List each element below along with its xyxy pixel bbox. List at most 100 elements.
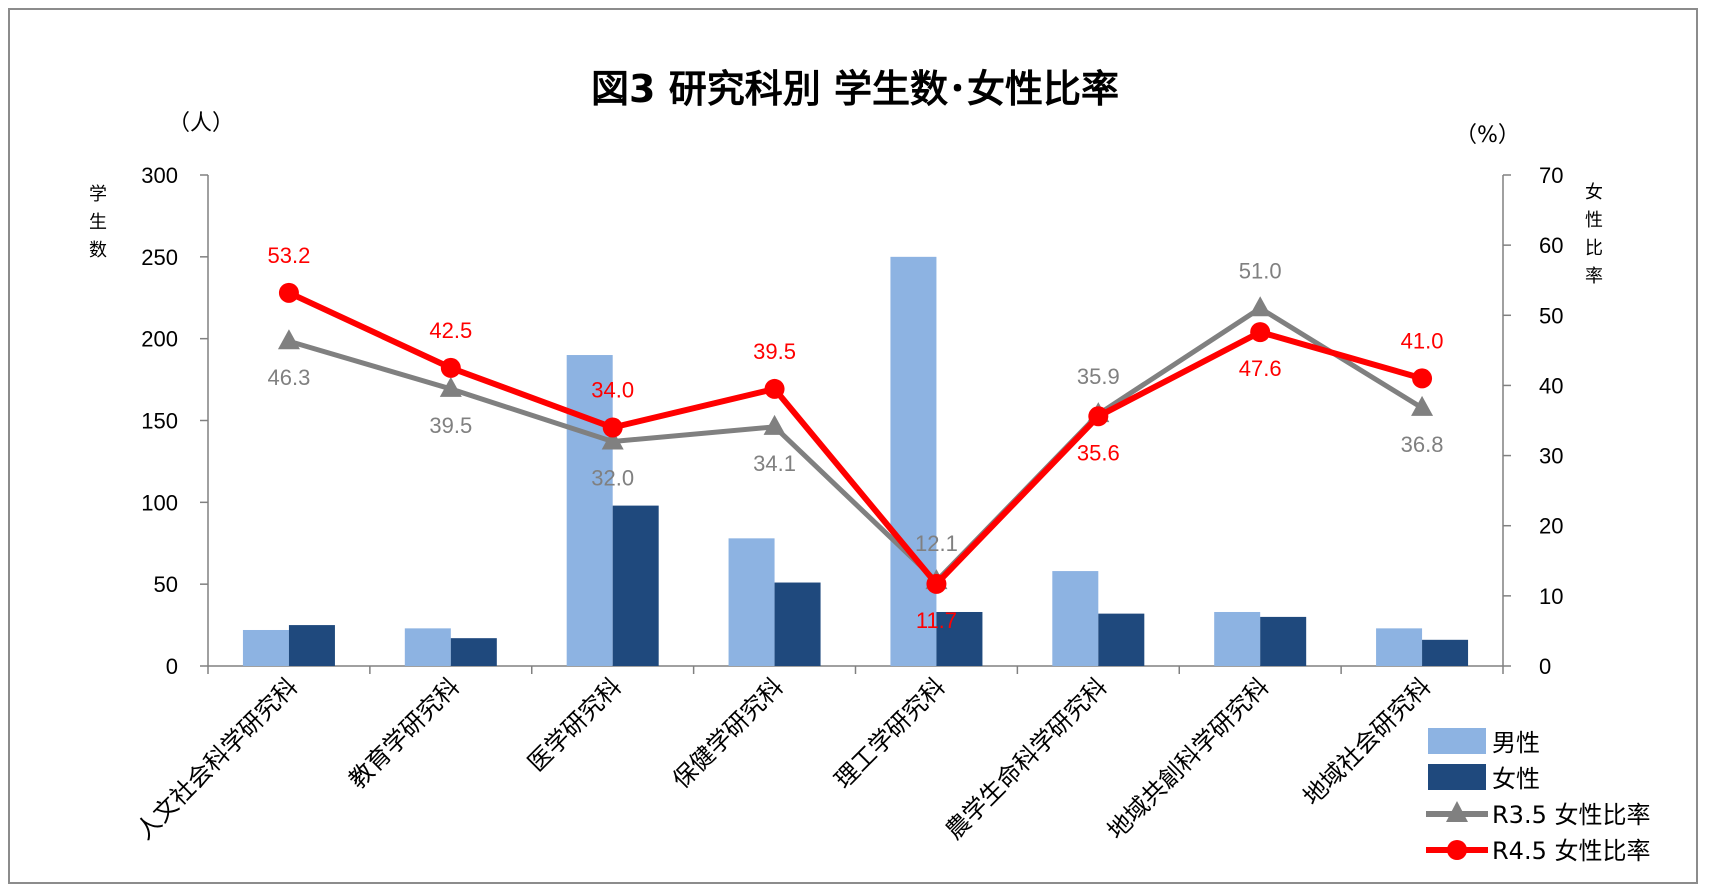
legend-label: 男性 xyxy=(1492,729,1540,757)
bar-male xyxy=(404,628,451,666)
bar-male xyxy=(890,256,937,666)
bar-male xyxy=(1052,571,1099,666)
y-tick-left-label: 200 xyxy=(141,327,178,352)
axis-title-char: 女 xyxy=(1585,182,1603,203)
marker-triangle xyxy=(601,429,624,450)
x-tick-label: 教育学研究科 xyxy=(343,672,465,794)
axes: 0 50 100 150 200 250 300 0 10 20 30 40 50 60 70 人文社会科学研… xyxy=(131,163,1564,845)
bar-male xyxy=(728,538,775,666)
bar-female xyxy=(1098,613,1145,666)
right-axis-title: 女性比率 xyxy=(1585,182,1603,287)
legend-swatch xyxy=(1428,728,1486,754)
bar-female xyxy=(612,505,659,666)
bar-female xyxy=(450,638,497,666)
bars xyxy=(242,256,1469,666)
legend-marker-triangle xyxy=(1446,801,1468,822)
data-label-r3: 51.0 xyxy=(1239,258,1282,283)
axis-title-char: 数 xyxy=(89,240,107,261)
bar-female xyxy=(936,611,983,666)
data-label-r3: 39.5 xyxy=(429,413,472,438)
x-tick-label: 理工学研究科 xyxy=(829,672,951,794)
legend-marker-circle xyxy=(1447,840,1467,860)
data-label-r4: 35.6 xyxy=(1077,440,1120,465)
bar-male xyxy=(566,355,613,666)
data-label-r3: 12.1 xyxy=(915,531,958,556)
marker-circle xyxy=(764,378,785,399)
bar-female xyxy=(1260,616,1307,666)
data-label-r4: 53.2 xyxy=(268,243,311,268)
y-tick-left-label: 300 xyxy=(141,163,178,188)
left-axis-title: 学生数 xyxy=(89,184,107,261)
marker-circle xyxy=(1250,322,1271,343)
y-tick-left-label: 250 xyxy=(141,245,178,270)
bar-female xyxy=(774,582,821,666)
lines xyxy=(277,282,1434,594)
data-label-r4: 47.6 xyxy=(1239,356,1282,381)
data-label-r3: 35.9 xyxy=(1077,364,1120,389)
marker-circle xyxy=(440,357,461,378)
bar-male xyxy=(242,629,289,666)
y-tick-right-label: 40 xyxy=(1539,373,1563,398)
marker-triangle xyxy=(1411,395,1434,416)
y-tick-right-label: 60 xyxy=(1539,233,1563,258)
y-tick-right-label: 50 xyxy=(1539,303,1563,328)
y-tick-right-label: 0 xyxy=(1539,654,1551,679)
data-labels: 46.3 39.5 32.0 34.1 12.1 35.9 51.0 36.8 53.2 42.5… xyxy=(268,243,1444,633)
marker-triangle xyxy=(763,414,786,435)
right-axis-unit: （%） xyxy=(1455,123,1520,148)
y-tick-left-label: 100 xyxy=(141,490,178,515)
y-axis-title-right: 女性比率 xyxy=(1585,182,1603,287)
legend-label: R4.5 女性比率 xyxy=(1492,837,1650,865)
data-label-r3: 32.0 xyxy=(591,466,634,491)
data-label-r3: 34.1 xyxy=(753,451,796,476)
axis-title-char: 性 xyxy=(1585,210,1603,231)
data-label-r4: 34.0 xyxy=(591,378,634,403)
line-r4 xyxy=(287,290,1423,587)
y-tick-right-label: 20 xyxy=(1539,514,1563,539)
data-label-r4: 11.7 xyxy=(916,608,957,633)
y-tick-left-label: 50 xyxy=(154,572,178,597)
bar-male xyxy=(1214,611,1261,666)
marker-circle xyxy=(602,417,623,438)
bar-male xyxy=(1376,628,1423,666)
x-tick-label: 医学研究科 xyxy=(522,672,627,777)
marker-circle xyxy=(1412,368,1433,389)
marker-circle xyxy=(926,573,947,594)
marker-circle xyxy=(278,282,299,303)
marker-triangle xyxy=(1249,296,1272,317)
x-tick-label: 保健学研究科 xyxy=(667,672,789,794)
x-tick-label: 地域共創科学研究科 xyxy=(1102,672,1275,845)
axis-title-char: 生 xyxy=(89,212,107,233)
legend-label: 女性 xyxy=(1492,765,1540,793)
data-label-r4: 42.5 xyxy=(429,318,472,343)
marker-triangle xyxy=(439,376,462,397)
axis-title-char: 率 xyxy=(1585,266,1603,287)
line-r3 xyxy=(288,305,1424,584)
legend-label: R3.5 女性比率 xyxy=(1492,801,1650,829)
y-axis-title-left: 学生数 xyxy=(89,184,107,261)
y-tick-left-label: 0 xyxy=(166,654,178,679)
axis-title-char: 比 xyxy=(1585,238,1603,259)
x-tick-label: 人文社会科学研究科 xyxy=(131,672,304,845)
bar-female xyxy=(1422,639,1469,666)
legend-swatch xyxy=(1428,764,1486,790)
marker-triangle xyxy=(277,329,300,350)
x-tick-label: 農学生命科学研究科 xyxy=(940,672,1113,845)
left-axis-unit: （人） xyxy=(168,111,234,136)
marker-circle xyxy=(1088,406,1109,427)
data-label-r3: 46.3 xyxy=(268,365,311,390)
data-label-r3: 36.8 xyxy=(1401,432,1444,457)
y-tick-right-label: 10 xyxy=(1539,584,1563,609)
y-tick-right-label: 70 xyxy=(1539,163,1563,188)
bar-female xyxy=(288,625,335,666)
axis-title-char: 学 xyxy=(89,184,107,205)
y-tick-right-label: 30 xyxy=(1539,444,1563,469)
data-label-r4: 41.0 xyxy=(1401,328,1444,353)
data-label-r4: 39.5 xyxy=(753,339,796,364)
x-tick-label: 地域社会研究科 xyxy=(1298,672,1437,811)
chart-title: 図3 研究科別 学生数･女性比率 xyxy=(591,67,1119,111)
y-tick-left-label: 150 xyxy=(141,409,178,434)
chart-frame xyxy=(8,8,1698,884)
